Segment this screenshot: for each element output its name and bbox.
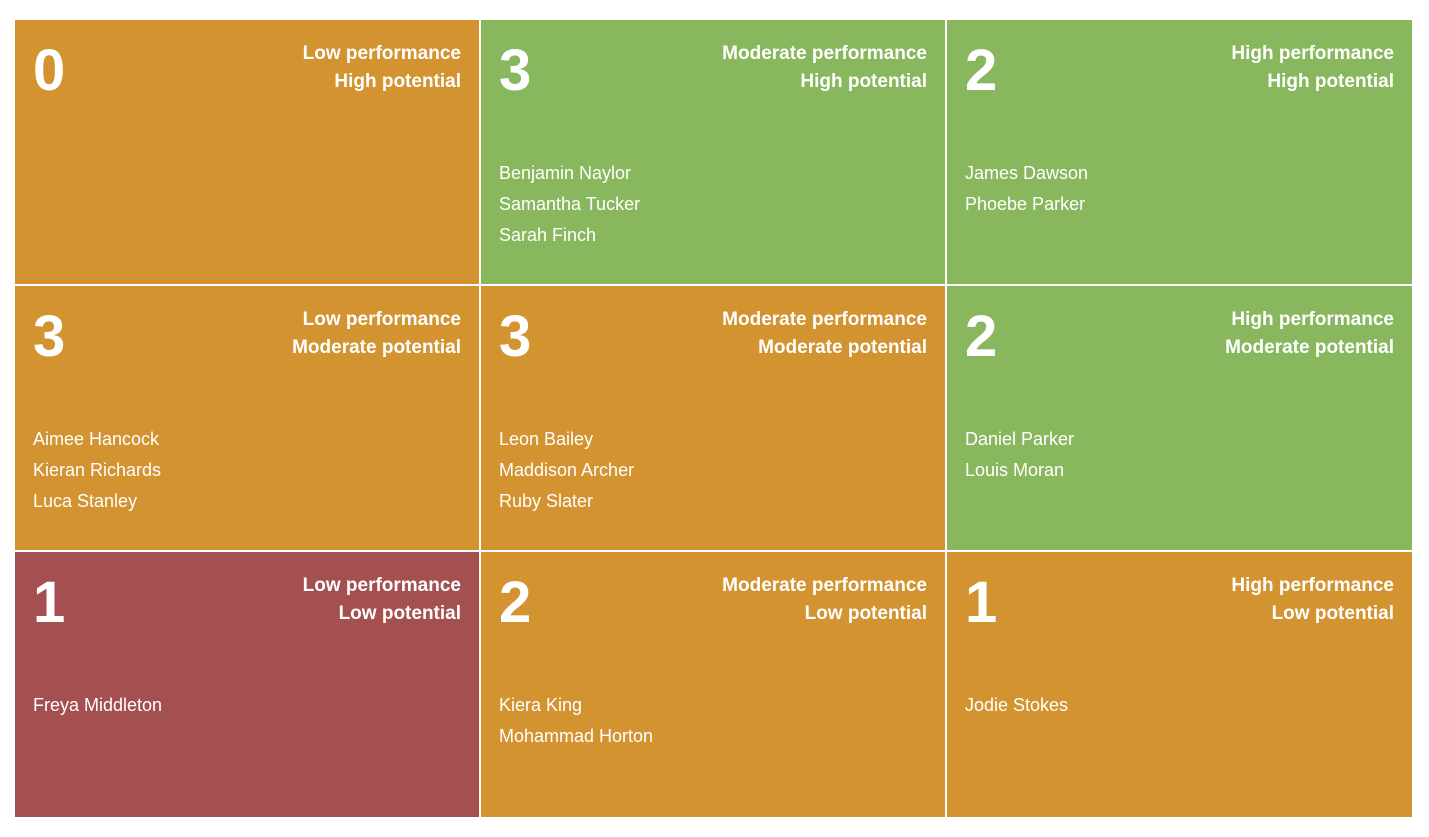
employee-name[interactable]: Louis Moran (965, 460, 1065, 480)
cell-label: High performance Moderate potential (1225, 306, 1394, 362)
potential-label: Moderate potential (1225, 337, 1394, 358)
employee-name[interactable]: Samantha Tucker (499, 194, 641, 214)
cell-count: 3 (499, 304, 532, 369)
performance-label: High performance (1231, 309, 1394, 330)
performance-label: Low performance (302, 309, 461, 330)
employee-name[interactable]: Ruby Slater (499, 491, 594, 511)
cell-count: 3 (499, 38, 532, 103)
potential-label: Moderate potential (758, 337, 927, 358)
performance-label: Low performance (302, 575, 461, 596)
cell-low-performance-high-potential[interactable]: 0 Low performance High potential (15, 20, 479, 284)
cell-label: Moderate performance Low potential (722, 572, 927, 628)
potential-label: High potential (1267, 71, 1394, 92)
employee-name[interactable]: Phoebe Parker (965, 194, 1086, 214)
cell-label: Low performance Moderate potential (292, 306, 461, 362)
cell-label: Moderate performance High potential (722, 40, 927, 96)
cell-high-performance-low-potential[interactable]: 1 High performance Low potential Jodie S… (947, 552, 1412, 817)
cell-moderate-performance-moderate-potential[interactable]: 3 Moderate performance Moderate potentia… (481, 286, 945, 550)
cell-label: High performance Low potential (1231, 572, 1394, 628)
employee-name[interactable]: Maddison Archer (499, 460, 635, 480)
cell-count: 2 (499, 570, 532, 635)
performance-label: Moderate performance (722, 309, 927, 330)
cell-high-performance-moderate-potential[interactable]: 2 High performance Moderate potential Da… (947, 286, 1412, 550)
cell-label: Low performance High potential (303, 40, 461, 96)
cell-label: High performance High potential (1231, 40, 1394, 96)
nine-box-grid: 0 Low performance High potential 3 Moder… (15, 20, 1412, 817)
potential-label: Moderate potential (292, 337, 461, 358)
employee-list: Daniel Parker Louis Moran (965, 424, 1074, 486)
employee-list: Benjamin Naylor Samantha Tucker Sarah Fi… (499, 158, 640, 251)
employee-name[interactable]: Jodie Stokes (965, 695, 1069, 715)
performance-label: Low performance (302, 43, 461, 64)
performance-label: High performance (1231, 575, 1394, 596)
cell-low-performance-moderate-potential[interactable]: 3 Low performance Moderate potential Aim… (15, 286, 479, 550)
employee-name[interactable]: Kiera King (499, 695, 583, 715)
cell-moderate-performance-high-potential[interactable]: 3 Moderate performance High potential Be… (481, 20, 945, 284)
cell-moderate-performance-low-potential[interactable]: 2 Moderate performance Low potential Kie… (481, 552, 945, 817)
potential-label: Low potential (1271, 603, 1394, 624)
cell-count: 1 (33, 570, 66, 635)
cell-label: Low performance Low potential (303, 572, 461, 628)
employee-list: Freya Middleton (33, 690, 162, 721)
cell-low-performance-low-potential[interactable]: 1 Low performance Low potential Freya Mi… (15, 552, 479, 817)
cell-count: 2 (965, 304, 998, 369)
employee-list: Kiera King Mohammad Horton (499, 690, 653, 752)
performance-label: Moderate performance (722, 43, 927, 64)
cell-count: 0 (33, 38, 66, 103)
potential-label: High potential (334, 71, 461, 92)
employee-name[interactable]: Aimee Hancock (33, 429, 160, 449)
employee-name[interactable]: Freya Middleton (33, 695, 163, 715)
cell-count: 3 (33, 304, 66, 369)
employee-list: James Dawson Phoebe Parker (965, 158, 1088, 220)
employee-name[interactable]: James Dawson (965, 163, 1089, 183)
employee-list: Leon Bailey Maddison Archer Ruby Slater (499, 424, 634, 517)
employee-list: Aimee Hancock Kieran Richards Luca Stanl… (33, 424, 161, 517)
employee-name[interactable]: Leon Bailey (499, 429, 594, 449)
performance-label: Moderate performance (722, 575, 927, 596)
employee-name[interactable]: Mohammad Horton (499, 726, 654, 746)
cell-count: 2 (965, 38, 998, 103)
potential-label: Low potential (804, 603, 927, 624)
employee-name[interactable]: Kieran Richards (33, 460, 162, 480)
performance-label: High performance (1231, 43, 1394, 64)
employee-name[interactable]: Daniel Parker (965, 429, 1075, 449)
employee-list: Jodie Stokes (965, 690, 1068, 721)
cell-high-performance-high-potential[interactable]: 2 High performance High potential James … (947, 20, 1412, 284)
cell-label: Moderate performance Moderate potential (722, 306, 927, 362)
potential-label: High potential (800, 71, 927, 92)
employee-name[interactable]: Luca Stanley (33, 491, 138, 511)
employee-name[interactable]: Benjamin Naylor (499, 163, 632, 183)
cell-count: 1 (965, 570, 998, 635)
potential-label: Low potential (338, 603, 461, 624)
employee-name[interactable]: Sarah Finch (499, 225, 597, 245)
